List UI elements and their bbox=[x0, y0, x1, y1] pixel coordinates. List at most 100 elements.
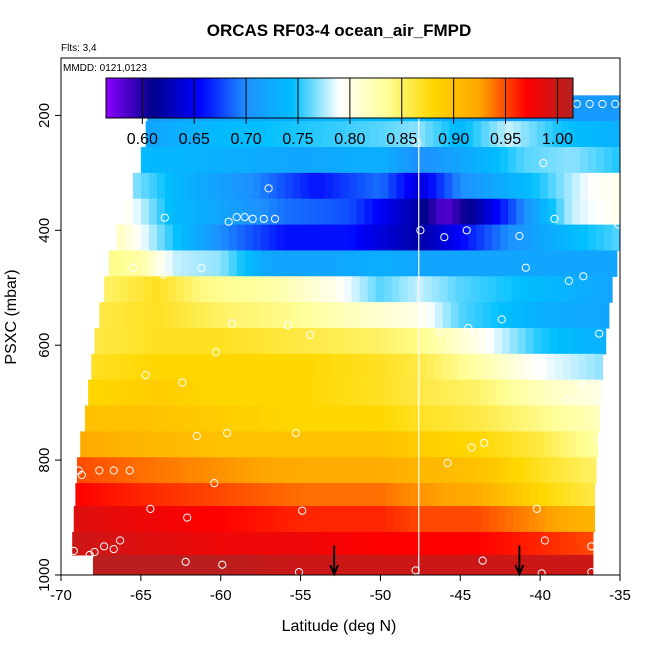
heatmap-cell-4 bbox=[236, 198, 246, 226]
x-tick-label: -35 bbox=[609, 587, 631, 604]
heatmap-cell-12 bbox=[92, 405, 102, 432]
heatmap-cell-13 bbox=[335, 431, 345, 458]
heatmap-cell-1 bbox=[417, 121, 426, 148]
heatmap-cell-14 bbox=[452, 457, 461, 484]
heatmap-cell-18 bbox=[220, 554, 230, 575]
heatmap-cell-11 bbox=[375, 379, 385, 407]
heatmap-cell-18 bbox=[364, 554, 374, 575]
heatmap-cell-15 bbox=[586, 483, 596, 507]
heatmap-cell-1 bbox=[481, 121, 490, 148]
heatmap-cell-6 bbox=[556, 250, 565, 277]
heatmap-cell-12 bbox=[596, 405, 600, 432]
heatmap-cell-16 bbox=[433, 506, 442, 533]
heatmap-cell-14 bbox=[364, 457, 374, 484]
observation-marker bbox=[595, 435, 604, 444]
heatmap-cell-7 bbox=[511, 276, 520, 303]
heatmap-cell-5 bbox=[252, 224, 262, 252]
heatmap-cell-16 bbox=[217, 506, 227, 533]
heatmap-cell-11 bbox=[327, 379, 337, 407]
heatmap-cell-3 bbox=[460, 172, 469, 200]
heatmap-cell-9 bbox=[310, 327, 319, 355]
heatmap-cell-12 bbox=[268, 405, 278, 432]
heatmap-cell-11 bbox=[136, 379, 145, 407]
heatmap-cell-12 bbox=[348, 405, 358, 432]
heatmap-cell-13 bbox=[399, 431, 409, 458]
heatmap-cell-4 bbox=[564, 198, 573, 226]
x-tick-label: -50 bbox=[370, 587, 392, 604]
heatmap-cell-10 bbox=[163, 353, 172, 381]
heatmap-cell-18 bbox=[212, 554, 222, 575]
heatmap-cell-7 bbox=[168, 276, 177, 303]
heatmap-cell-8 bbox=[442, 302, 452, 329]
heatmap-cell-13 bbox=[191, 431, 201, 458]
heatmap-cell-1 bbox=[161, 121, 171, 148]
heatmap-cell-7 bbox=[319, 276, 329, 303]
heatmap-cell-5 bbox=[300, 224, 310, 252]
heatmap-cell-1 bbox=[385, 121, 394, 148]
heatmap-cell-4 bbox=[308, 198, 318, 226]
heatmap-cell-8 bbox=[171, 302, 180, 329]
heatmap-cell-12 bbox=[524, 405, 533, 432]
heatmap-cell-4 bbox=[148, 198, 158, 226]
heatmap-cell-9 bbox=[509, 327, 519, 355]
heatmap-cell-13 bbox=[415, 431, 425, 458]
heatmap-cell-18 bbox=[572, 554, 581, 575]
heatmap-cell-4 bbox=[580, 198, 589, 226]
heatmap-cell-3 bbox=[204, 172, 214, 200]
heatmap-cell-11 bbox=[383, 379, 393, 407]
observation-marker bbox=[109, 545, 118, 554]
heatmap-cell-16 bbox=[161, 506, 171, 533]
heatmap-cell-2 bbox=[300, 147, 310, 174]
heatmap-cell-12 bbox=[516, 405, 525, 432]
heatmap-cell-2 bbox=[588, 147, 597, 174]
heatmap-cell-17 bbox=[287, 531, 297, 556]
heatmap-cell-14 bbox=[276, 457, 286, 484]
heatmap-cell-12 bbox=[508, 405, 517, 432]
heatmap-cell-12 bbox=[564, 405, 573, 432]
heatmap-cell-10 bbox=[490, 353, 500, 381]
heatmap-cell-7 bbox=[391, 276, 401, 303]
heatmap-cell-12 bbox=[260, 405, 270, 432]
heatmap-cell-13 bbox=[327, 431, 337, 458]
heatmap-cell-17 bbox=[215, 531, 225, 556]
heatmap-cell-11 bbox=[104, 379, 113, 407]
y-axis: 200 400 600 800 1000 bbox=[36, 103, 61, 592]
heatmap-cell-2 bbox=[468, 147, 477, 174]
heatmap-cell-9 bbox=[246, 327, 255, 355]
heatmap-cell-17 bbox=[511, 531, 520, 556]
heatmap-cell-4 bbox=[276, 198, 286, 226]
observation-marker bbox=[90, 547, 99, 557]
heatmap-cell-6 bbox=[612, 250, 618, 277]
heatmap-cell-5 bbox=[596, 224, 605, 252]
heatmap-cell-3 bbox=[612, 172, 620, 200]
heatmap-cell-6 bbox=[196, 250, 206, 277]
heatmap-cell-14 bbox=[356, 457, 366, 484]
heatmap-cell-15 bbox=[243, 483, 252, 507]
heatmap-cell-14 bbox=[396, 457, 405, 484]
heatmap-cell-1 bbox=[281, 121, 290, 148]
heatmap-cell-5 bbox=[124, 224, 134, 252]
heatmap-cell-4 bbox=[476, 198, 485, 226]
heatmap-cell-14 bbox=[316, 457, 326, 484]
heatmap-cell-16 bbox=[281, 506, 290, 533]
heatmap-cell-3 bbox=[292, 172, 302, 200]
heatmap-cell-17 bbox=[543, 531, 552, 556]
heatmap-cell-9 bbox=[477, 327, 487, 355]
heatmap-cell-11 bbox=[311, 379, 321, 407]
heatmap-cell-9 bbox=[238, 327, 247, 355]
heatmap-cell-1 bbox=[505, 121, 514, 148]
heatmap-cell-6 bbox=[172, 250, 182, 277]
heatmap-cell-14 bbox=[484, 457, 493, 484]
heatmap-cell-9 bbox=[437, 327, 447, 355]
heatmap-cell-18 bbox=[348, 554, 358, 575]
heatmap-cell-1 bbox=[441, 121, 450, 148]
heatmap-cell-12 bbox=[404, 405, 413, 432]
observation-marker bbox=[435, 328, 444, 337]
heatmap-cell-16 bbox=[481, 506, 490, 533]
heatmap-cell-17 bbox=[175, 531, 185, 556]
heatmap-cell-5 bbox=[476, 224, 485, 252]
observation-marker bbox=[306, 330, 315, 339]
heatmap-cell-2 bbox=[572, 147, 581, 174]
heatmap-cell-12 bbox=[140, 405, 150, 432]
heatmap-cell-16 bbox=[73, 506, 83, 533]
